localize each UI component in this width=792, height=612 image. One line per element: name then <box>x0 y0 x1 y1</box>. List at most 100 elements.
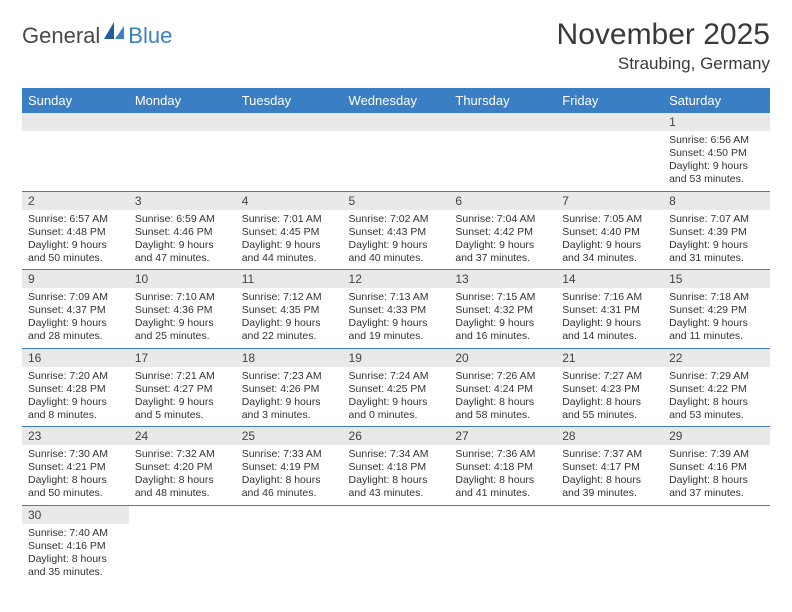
sunset-text: Sunset: 4:22 PM <box>669 383 764 396</box>
weekday-header: Saturday <box>663 88 770 113</box>
day-number: 5 <box>343 192 450 210</box>
day-details: Sunrise: 7:18 AMSunset: 4:29 PMDaylight:… <box>663 288 770 348</box>
sunrise-text: Sunrise: 7:32 AM <box>135 448 230 461</box>
day-details: Sunrise: 7:29 AMSunset: 4:22 PMDaylight:… <box>663 367 770 427</box>
day-details: Sunrise: 7:20 AMSunset: 4:28 PMDaylight:… <box>22 367 129 427</box>
day-number-empty <box>556 113 663 131</box>
calendar-cell <box>343 505 450 583</box>
day-number: 4 <box>236 192 343 210</box>
day-number-empty <box>129 113 236 131</box>
calendar-cell: 11Sunrise: 7:12 AMSunset: 4:35 PMDayligh… <box>236 270 343 349</box>
sunrise-text: Sunrise: 7:37 AM <box>562 448 657 461</box>
day-number: 27 <box>449 427 556 445</box>
title-block: November 2025 Straubing, Germany <box>557 18 770 74</box>
calendar-cell: 13Sunrise: 7:15 AMSunset: 4:32 PMDayligh… <box>449 270 556 349</box>
sunrise-text: Sunrise: 7:15 AM <box>455 291 550 304</box>
calendar-cell: 7Sunrise: 7:05 AMSunset: 4:40 PMDaylight… <box>556 191 663 270</box>
sunrise-text: Sunrise: 7:23 AM <box>242 370 337 383</box>
sunset-text: Sunset: 4:37 PM <box>28 304 123 317</box>
sunrise-text: Sunrise: 7:40 AM <box>28 527 123 540</box>
sunset-text: Sunset: 4:35 PM <box>242 304 337 317</box>
daylight-text: Daylight: 9 hours and 8 minutes. <box>28 396 123 422</box>
day-details: Sunrise: 6:56 AMSunset: 4:50 PMDaylight:… <box>663 131 770 191</box>
sunrise-text: Sunrise: 7:01 AM <box>242 213 337 226</box>
daylight-text: Daylight: 8 hours and 43 minutes. <box>349 474 444 500</box>
sunset-text: Sunset: 4:17 PM <box>562 461 657 474</box>
day-details: Sunrise: 6:57 AMSunset: 4:48 PMDaylight:… <box>22 210 129 270</box>
day-number: 1 <box>663 113 770 131</box>
calendar-cell <box>449 505 556 583</box>
sunset-text: Sunset: 4:25 PM <box>349 383 444 396</box>
daylight-text: Daylight: 8 hours and 58 minutes. <box>455 396 550 422</box>
calendar-cell: 3Sunrise: 6:59 AMSunset: 4:46 PMDaylight… <box>129 191 236 270</box>
day-details: Sunrise: 7:07 AMSunset: 4:39 PMDaylight:… <box>663 210 770 270</box>
sunrise-text: Sunrise: 7:27 AM <box>562 370 657 383</box>
sunset-text: Sunset: 4:40 PM <box>562 226 657 239</box>
day-details-empty <box>22 131 129 151</box>
daylight-text: Daylight: 9 hours and 44 minutes. <box>242 239 337 265</box>
sunset-text: Sunset: 4:32 PM <box>455 304 550 317</box>
sunrise-text: Sunrise: 7:26 AM <box>455 370 550 383</box>
calendar-cell <box>343 113 450 191</box>
daylight-text: Daylight: 9 hours and 50 minutes. <box>28 239 123 265</box>
calendar-cell <box>129 113 236 191</box>
day-details: Sunrise: 7:39 AMSunset: 4:16 PMDaylight:… <box>663 445 770 505</box>
calendar-cell <box>236 505 343 583</box>
day-number: 28 <box>556 427 663 445</box>
calendar-cell: 9Sunrise: 7:09 AMSunset: 4:37 PMDaylight… <box>22 270 129 349</box>
day-number: 11 <box>236 270 343 288</box>
day-details: Sunrise: 7:13 AMSunset: 4:33 PMDaylight:… <box>343 288 450 348</box>
daylight-text: Daylight: 9 hours and 22 minutes. <box>242 317 337 343</box>
weekday-header: Wednesday <box>343 88 450 113</box>
sunset-text: Sunset: 4:42 PM <box>455 226 550 239</box>
daylight-text: Daylight: 8 hours and 53 minutes. <box>669 396 764 422</box>
daylight-text: Daylight: 9 hours and 53 minutes. <box>669 160 764 186</box>
calendar-week-row: 30Sunrise: 7:40 AMSunset: 4:16 PMDayligh… <box>22 505 770 583</box>
daylight-text: Daylight: 9 hours and 3 minutes. <box>242 396 337 422</box>
daylight-text: Daylight: 9 hours and 31 minutes. <box>669 239 764 265</box>
sunrise-text: Sunrise: 7:29 AM <box>669 370 764 383</box>
sunset-text: Sunset: 4:28 PM <box>28 383 123 396</box>
day-details: Sunrise: 7:10 AMSunset: 4:36 PMDaylight:… <box>129 288 236 348</box>
sunrise-text: Sunrise: 7:33 AM <box>242 448 337 461</box>
calendar-cell: 27Sunrise: 7:36 AMSunset: 4:18 PMDayligh… <box>449 427 556 506</box>
calendar-cell: 2Sunrise: 6:57 AMSunset: 4:48 PMDaylight… <box>22 191 129 270</box>
sunrise-text: Sunrise: 7:36 AM <box>455 448 550 461</box>
weekday-header: Sunday <box>22 88 129 113</box>
sunrise-text: Sunrise: 6:59 AM <box>135 213 230 226</box>
sunrise-text: Sunrise: 7:02 AM <box>349 213 444 226</box>
day-details: Sunrise: 7:34 AMSunset: 4:18 PMDaylight:… <box>343 445 450 505</box>
calendar-cell: 29Sunrise: 7:39 AMSunset: 4:16 PMDayligh… <box>663 427 770 506</box>
day-details: Sunrise: 7:24 AMSunset: 4:25 PMDaylight:… <box>343 367 450 427</box>
calendar-cell: 19Sunrise: 7:24 AMSunset: 4:25 PMDayligh… <box>343 348 450 427</box>
calendar-cell <box>556 113 663 191</box>
day-number: 30 <box>22 506 129 524</box>
calendar-cell <box>129 505 236 583</box>
daylight-text: Daylight: 9 hours and 40 minutes. <box>349 239 444 265</box>
sunrise-text: Sunrise: 7:16 AM <box>562 291 657 304</box>
day-details-empty <box>556 131 663 151</box>
day-details: Sunrise: 7:40 AMSunset: 4:16 PMDaylight:… <box>22 524 129 584</box>
day-details: Sunrise: 7:05 AMSunset: 4:40 PMDaylight:… <box>556 210 663 270</box>
calendar-cell: 23Sunrise: 7:30 AMSunset: 4:21 PMDayligh… <box>22 427 129 506</box>
sunset-text: Sunset: 4:29 PM <box>669 304 764 317</box>
daylight-text: Daylight: 8 hours and 55 minutes. <box>562 396 657 422</box>
day-number: 25 <box>236 427 343 445</box>
sunset-text: Sunset: 4:36 PM <box>135 304 230 317</box>
header: General Blue November 2025 Straubing, Ge… <box>22 18 770 74</box>
sunrise-text: Sunrise: 7:39 AM <box>669 448 764 461</box>
day-details: Sunrise: 7:01 AMSunset: 4:45 PMDaylight:… <box>236 210 343 270</box>
day-number: 6 <box>449 192 556 210</box>
day-number-empty <box>343 113 450 131</box>
sunset-text: Sunset: 4:50 PM <box>669 147 764 160</box>
calendar-cell: 10Sunrise: 7:10 AMSunset: 4:36 PMDayligh… <box>129 270 236 349</box>
daylight-text: Daylight: 8 hours and 35 minutes. <box>28 553 123 579</box>
calendar-cell: 28Sunrise: 7:37 AMSunset: 4:17 PMDayligh… <box>556 427 663 506</box>
day-number: 20 <box>449 349 556 367</box>
sunrise-text: Sunrise: 7:24 AM <box>349 370 444 383</box>
sunrise-text: Sunrise: 7:13 AM <box>349 291 444 304</box>
sunset-text: Sunset: 4:26 PM <box>242 383 337 396</box>
sunset-text: Sunset: 4:46 PM <box>135 226 230 239</box>
calendar-cell: 25Sunrise: 7:33 AMSunset: 4:19 PMDayligh… <box>236 427 343 506</box>
day-details: Sunrise: 7:23 AMSunset: 4:26 PMDaylight:… <box>236 367 343 427</box>
